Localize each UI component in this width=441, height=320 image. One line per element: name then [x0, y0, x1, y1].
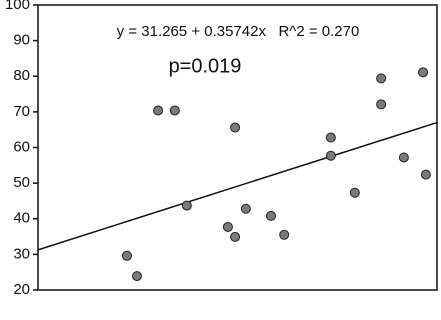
point — [230, 231, 241, 242]
point — [121, 250, 132, 261]
y-tick-label: 90 — [13, 32, 30, 49]
point — [266, 210, 277, 221]
y-tick-label: 30 — [13, 245, 30, 262]
point — [181, 200, 192, 211]
regression-line — [37, 121, 438, 251]
y-tick-label: 20 — [13, 281, 30, 298]
y-tick-label: 40 — [13, 210, 30, 227]
point — [153, 105, 164, 116]
point — [131, 271, 142, 282]
point — [169, 105, 180, 116]
point — [230, 122, 241, 133]
point — [376, 99, 387, 110]
point — [325, 132, 336, 143]
point — [398, 152, 409, 163]
y-tick-label: 50 — [13, 174, 30, 191]
point — [376, 73, 387, 84]
point — [349, 187, 360, 198]
y-tick-label: 80 — [13, 67, 30, 84]
y-tick-label: 60 — [13, 138, 30, 155]
point — [222, 221, 233, 232]
point — [240, 203, 251, 214]
plot-frame — [37, 4, 438, 291]
y-tick-label: 70 — [13, 103, 30, 120]
point — [279, 229, 290, 240]
y-tick-label: 100 — [5, 0, 30, 13]
point — [418, 67, 429, 78]
point — [420, 169, 431, 180]
equation: y = 31.265 + 0.35742x R^2 = 0.270 — [117, 23, 360, 40]
p-value: p=0.019 — [169, 55, 242, 77]
point — [325, 150, 336, 161]
